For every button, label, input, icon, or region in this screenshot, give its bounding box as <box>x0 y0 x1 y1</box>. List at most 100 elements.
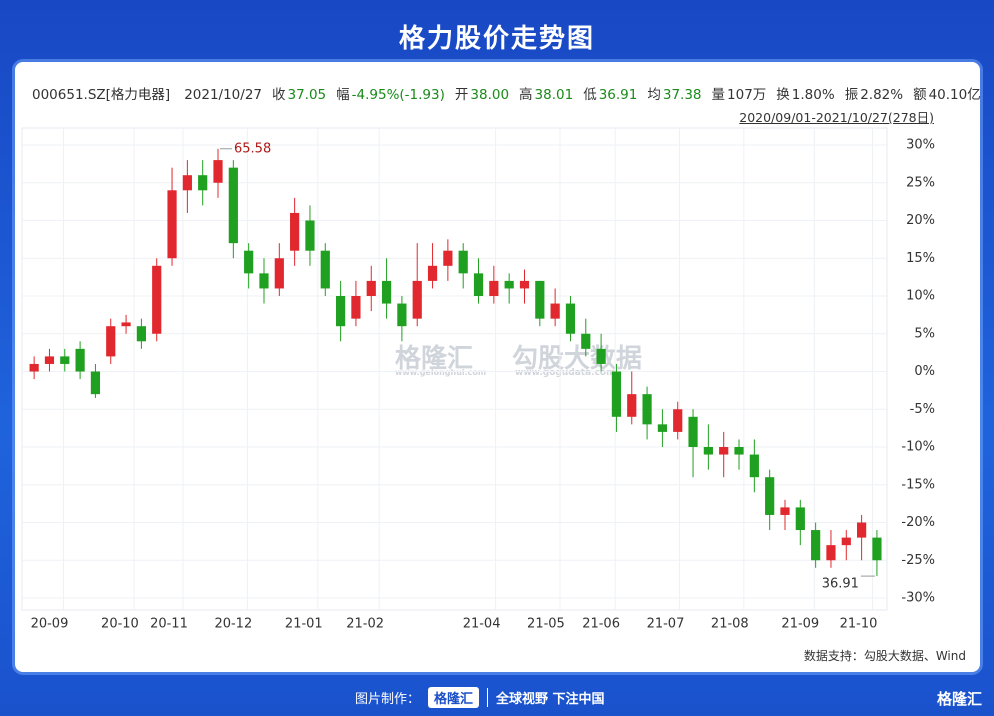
x-tick-label: 21-02 <box>346 617 384 632</box>
candle-body <box>274 258 284 289</box>
info-label: 额 <box>913 87 927 103</box>
candle-body <box>121 322 131 327</box>
made-by: 图片制作： <box>355 692 421 707</box>
info-value: 1.80% <box>791 87 835 103</box>
info-value: 38.00 <box>470 87 510 103</box>
info-value: 2.82% <box>860 87 904 103</box>
candle-body <box>397 303 407 327</box>
x-tick-label: 21-09 <box>781 617 819 632</box>
corner-logo: 格隆汇 <box>936 690 982 708</box>
y-tick-label: -5% <box>910 402 935 417</box>
candle-body <box>366 280 376 296</box>
watermark-url: www.gogudata.com <box>515 368 616 378</box>
candle-body <box>458 250 468 274</box>
x-tick-label: 21-04 <box>463 617 501 632</box>
candle-body <box>627 394 637 417</box>
info-label: 000651.SZ[格力电器] <box>32 87 171 103</box>
date-range: 2020/09/01-2021/10/27(278日) <box>739 110 934 125</box>
info-item: 换 1.80% <box>776 83 834 103</box>
candle-body <box>596 348 606 364</box>
candle-body <box>749 454 759 478</box>
candle-body <box>504 280 514 289</box>
info-value: 37.38 <box>662 87 702 103</box>
info-label: 收 <box>272 87 286 103</box>
candle-body <box>550 303 560 319</box>
candle-body <box>90 371 101 395</box>
x-tick-label: 21-05 <box>527 617 565 632</box>
info-item: 量 107万 <box>712 83 767 103</box>
info-label: 高 <box>519 87 533 103</box>
candle-body <box>320 250 330 289</box>
candle-body <box>182 175 192 191</box>
candle-body <box>872 537 882 561</box>
y-tick-label: 5% <box>914 326 935 341</box>
y-tick-label: 0% <box>914 364 935 379</box>
candle-body <box>244 250 254 274</box>
info-item: 额 40.10亿 <box>913 83 981 103</box>
y-tick-label: -10% <box>901 440 935 455</box>
info-item: 开 38.00 <box>455 83 509 103</box>
candle-body <box>811 530 821 561</box>
candle-body <box>152 265 162 334</box>
candle-body <box>688 416 698 447</box>
info-item: 低 36.91 <box>583 83 637 103</box>
info-value: 40.10亿 <box>928 87 981 103</box>
candle-body <box>351 296 361 319</box>
candle-body <box>305 220 315 251</box>
x-tick-label: 20-09 <box>31 617 69 632</box>
info-item: 收 37.05 <box>272 83 326 103</box>
info-item: 振 2.82% <box>845 83 903 103</box>
info-item: 均 37.38 <box>647 83 701 103</box>
candle-body <box>719 447 729 455</box>
candle-body <box>427 265 438 281</box>
candle-body <box>519 280 530 289</box>
info-value: 2021/10/27 <box>184 87 262 103</box>
info-value: 37.05 <box>287 87 327 103</box>
x-tick-label: 21-10 <box>840 617 878 632</box>
x-tick-label: 20-12 <box>214 617 252 632</box>
info-item: 幅 -4.95%(-1.93) <box>336 83 445 103</box>
candle-body <box>703 447 713 455</box>
candle-body <box>44 356 55 364</box>
x-tick-label: 21-08 <box>711 617 749 632</box>
x-tick-label: 21-07 <box>647 617 685 632</box>
info-label: 开 <box>454 87 469 103</box>
y-tick-label: 20% <box>906 213 935 228</box>
footer-logo: 格隆汇 <box>428 687 480 708</box>
info-label: 振 <box>844 87 859 103</box>
slogan: 全球视野 下注中国 <box>487 688 605 707</box>
y-tick-label: 30% <box>906 138 935 153</box>
y-tick-label: -25% <box>901 553 935 568</box>
candle-body <box>136 326 146 342</box>
candle-body <box>381 280 392 304</box>
candle-body <box>259 273 269 289</box>
candle-body <box>581 333 591 349</box>
candle-body <box>443 250 453 266</box>
info-label: 均 <box>647 87 661 103</box>
candle-body <box>780 507 790 515</box>
candle-body <box>857 522 867 538</box>
candle-body <box>565 303 576 334</box>
candle-body <box>765 477 775 515</box>
info-value: 38.01 <box>534 87 574 103</box>
x-tick-label: 20-11 <box>150 617 188 632</box>
candle-body <box>198 175 208 191</box>
y-tick-label: -20% <box>901 515 935 530</box>
candle-body <box>106 326 116 357</box>
candle-body <box>60 356 70 364</box>
info-label: 量 <box>711 87 726 103</box>
card <box>15 62 980 672</box>
info-value: 107万 <box>727 87 767 103</box>
candle-body <box>75 348 85 372</box>
x-tick-label: 21-06 <box>582 617 620 632</box>
candle-body <box>290 212 300 251</box>
candle-body <box>228 167 238 244</box>
watermark-url: www.gelonghui.com <box>395 368 487 377</box>
candle-body <box>473 273 484 296</box>
info-item: 高 38.01 <box>519 83 573 103</box>
info-label: 换 <box>776 87 790 103</box>
candle-body <box>535 280 545 319</box>
info-bar: 000651.SZ[格力电器] 2021/10/27 收 37.05 幅 -4.95%(-… <box>32 83 981 103</box>
annotation: 36.91 <box>822 577 859 592</box>
